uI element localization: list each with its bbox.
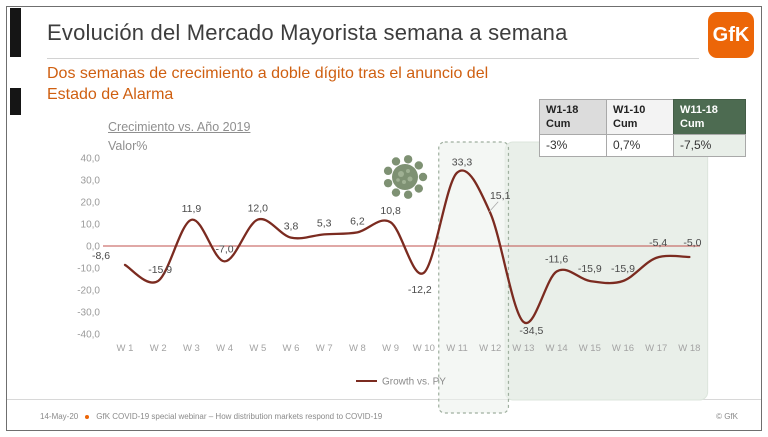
table-value-w11-18: -7,5%	[673, 134, 746, 157]
table-value-w1-10: 0,7%	[606, 134, 674, 157]
x-axis-label: W 6	[283, 343, 300, 354]
accent-bar-top	[10, 8, 21, 57]
page-title: Evolución del Mercado Mayorista semana a…	[47, 20, 568, 45]
data-label: 3,8	[284, 221, 299, 233]
data-label: 6,2	[350, 215, 365, 227]
subtitle-line-1: Dos semanas de crecimiento a doble dígit…	[47, 65, 489, 82]
x-axis-label: W 3	[183, 343, 200, 354]
y-tick-label: -40,0	[77, 330, 100, 341]
data-label: 11,9	[182, 203, 202, 215]
data-label: -7,0	[216, 243, 234, 255]
x-axis-label: W 1	[117, 343, 134, 354]
data-label: -34,5	[519, 325, 543, 337]
footer-date: 14-May-20	[40, 412, 79, 421]
y-tick-label: 40,0	[81, 154, 101, 165]
data-label: 12,0	[248, 203, 269, 215]
gfk-logo: GfK	[708, 12, 754, 58]
x-axis-label: W 13	[512, 343, 534, 354]
data-label: -15,9	[578, 263, 602, 275]
x-axis-label: W 10	[413, 343, 435, 354]
x-axis-label: W 4	[216, 343, 233, 354]
slide-subtitle: Dos semanas de crecimiento a doble dígit…	[47, 63, 488, 105]
data-label: -5,4	[649, 237, 667, 249]
data-label: 33,3	[452, 157, 473, 169]
accent-bar-subtitle	[10, 88, 21, 115]
y-tick-label: -20,0	[77, 286, 100, 297]
growth-line	[123, 169, 691, 325]
y-tick-label: -30,0	[77, 308, 100, 319]
data-label: 15,1	[490, 190, 511, 202]
table-value-w1-18: -3%	[539, 134, 607, 157]
y-tick-label: -10,0	[77, 264, 100, 275]
x-axis-label: W 11	[446, 343, 467, 354]
data-label: 5,3	[317, 217, 332, 229]
x-axis-label: W 16	[612, 343, 634, 354]
table-header-w1-10: W1-10 Cum	[606, 99, 674, 135]
data-label: -12,2	[408, 284, 432, 296]
virus-icon	[383, 155, 428, 199]
chart-subtitle-line: Valor%	[108, 138, 148, 153]
x-axis-label: W 5	[249, 343, 266, 354]
table-header-w1-18: W1-18 Cum	[539, 99, 607, 135]
copyright: © GfK	[716, 412, 738, 421]
data-label: -11,6	[545, 254, 568, 266]
slide-border	[6, 6, 762, 431]
y-tick-label: 30,0	[81, 176, 101, 187]
label-leader-line	[488, 201, 499, 213]
y-tick-label: 0,0	[86, 242, 100, 253]
y-tick-label: 20,0	[81, 198, 101, 209]
data-label: -8,6	[92, 250, 110, 262]
subtitle-line-2: Estado de Alarma	[47, 86, 174, 104]
y-tick-label: 10,0	[81, 220, 101, 231]
x-axis-label: W 9	[382, 343, 399, 354]
data-label: 10,8	[380, 205, 401, 217]
x-axis-label: W 14	[546, 343, 568, 354]
footer: 14-May-20 GfK COVID-19 special webinar –…	[40, 412, 382, 421]
data-label: -15,9	[148, 264, 172, 276]
highlight-box-shaded	[504, 141, 709, 401]
data-label: -15,9	[611, 263, 635, 275]
summary-table: W1-18 Cum W1-10 Cum W11-18 Cum -3% 0,7% …	[539, 99, 746, 157]
chart-title: Crecimiento vs. Año 2019 Valor%	[108, 118, 250, 156]
footer-text: GfK COVID-19 special webinar – How distr…	[96, 412, 383, 421]
x-axis-label: W 15	[579, 343, 601, 354]
table-header-w11-18: W11-18 Cum	[673, 99, 746, 135]
x-axis-label: W 12	[479, 343, 501, 354]
highlight-box-dotted	[438, 141, 510, 414]
x-axis-label: W 8	[349, 343, 366, 354]
chart-title-line: Crecimiento vs. Año 2019	[108, 120, 251, 134]
footer-bullet-icon	[85, 414, 90, 419]
x-axis-label: W 18	[678, 343, 700, 354]
x-axis-label: W 2	[150, 343, 167, 354]
x-axis-label: W 7	[316, 343, 333, 354]
footer-divider	[7, 399, 761, 400]
legend-label: Growth vs. PY	[382, 377, 446, 388]
data-label: -5,0	[683, 237, 701, 249]
title-divider	[47, 58, 699, 59]
x-axis-label: W 17	[645, 343, 667, 354]
